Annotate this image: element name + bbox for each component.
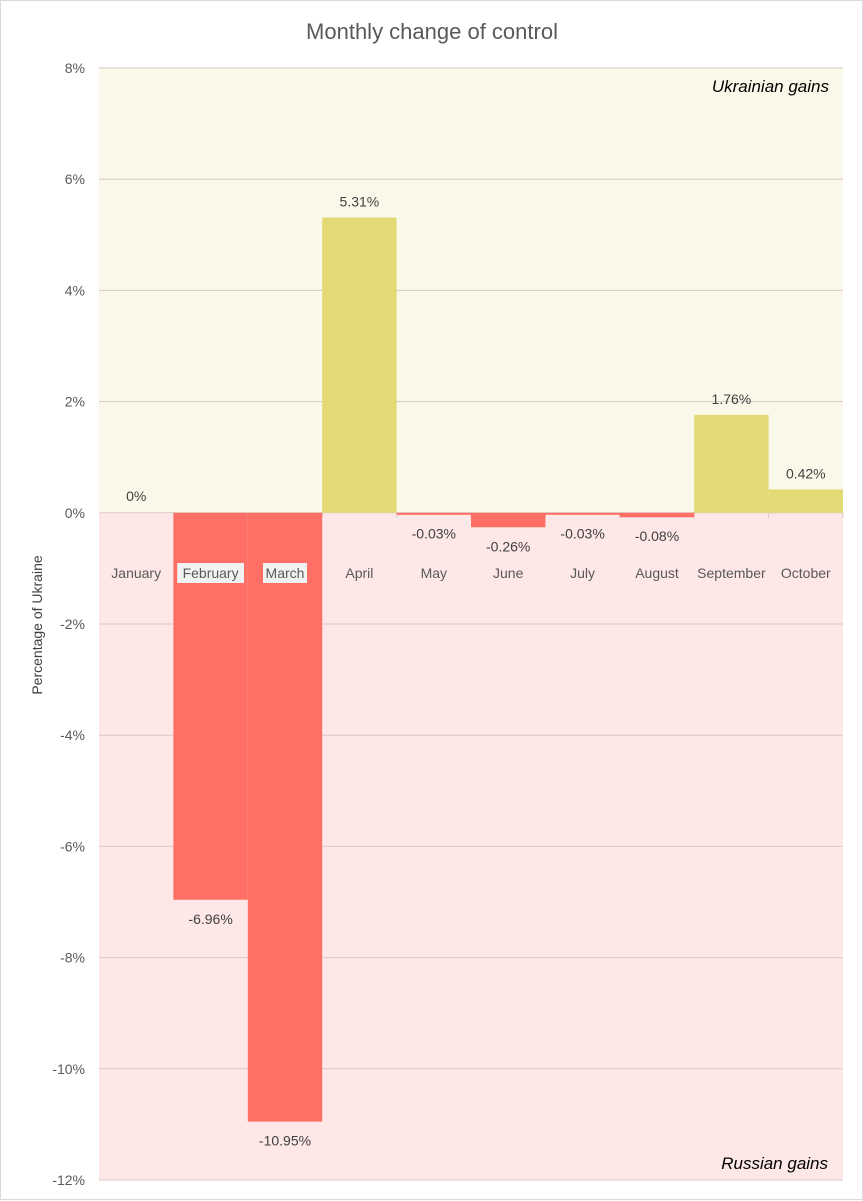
- y-tick-label: -10%: [52, 1061, 85, 1077]
- y-axis-label: Percentage of Ukraine: [29, 555, 45, 695]
- ukrainian-gains-annotation: Ukrainian gains: [712, 77, 830, 96]
- bar-may: [396, 512, 471, 515]
- category-label-february: February: [183, 565, 239, 581]
- data-label-march: -10.95%: [259, 1133, 311, 1149]
- data-label-october: 0.42%: [786, 465, 826, 481]
- bar-september: [694, 414, 769, 513]
- data-label-january: 0%: [126, 488, 146, 504]
- data-label-april: 5.31%: [340, 194, 380, 210]
- bar-march: [247, 512, 323, 1122]
- category-label-box: [177, 563, 244, 583]
- category-label-january: January: [111, 565, 161, 581]
- category-label-march: March: [266, 565, 305, 581]
- category-label-july: July: [570, 565, 595, 581]
- data-label-july: -0.03%: [560, 525, 604, 541]
- category-label-april: April: [345, 565, 373, 581]
- category-label-august: August: [635, 565, 679, 581]
- chart-title: Monthly change of control: [306, 19, 558, 44]
- y-tick-label: -4%: [60, 727, 85, 743]
- bar-august: [619, 512, 695, 518]
- y-tick-label: -2%: [60, 616, 85, 632]
- y-tick-label: -8%: [60, 950, 85, 966]
- category-label-may: May: [421, 565, 447, 581]
- y-tick-label: 2%: [65, 394, 85, 410]
- bar-july: [545, 512, 620, 515]
- category-label-september: September: [697, 565, 766, 581]
- y-tick-label: -6%: [60, 838, 85, 854]
- bar-june: [471, 512, 546, 528]
- data-label-june: -0.26%: [486, 538, 530, 554]
- data-label-february: -6.96%: [188, 911, 232, 927]
- data-label-september: 1.76%: [712, 391, 752, 407]
- data-label-august: -0.08%: [635, 528, 679, 544]
- bar-october: [768, 489, 843, 513]
- category-label-june: June: [493, 565, 524, 581]
- y-tick-label: 4%: [65, 282, 85, 298]
- bar-april: [322, 217, 397, 513]
- data-label-may: -0.03%: [412, 525, 456, 541]
- y-tick-label: 8%: [65, 60, 85, 76]
- russian-gains-annotation: Russian gains: [721, 1154, 828, 1173]
- bars: [173, 217, 843, 1122]
- category-label-october: October: [781, 565, 831, 581]
- y-tick-label: 0%: [65, 505, 85, 521]
- category-label-box: [263, 563, 307, 583]
- y-tick-label: -12%: [52, 1172, 85, 1188]
- labels: 8% 6% 4% 2% 0% -2% -4% -6% -8% -10% -12% January Feb…: [52, 60, 831, 1188]
- y-tick-label: 6%: [65, 171, 85, 187]
